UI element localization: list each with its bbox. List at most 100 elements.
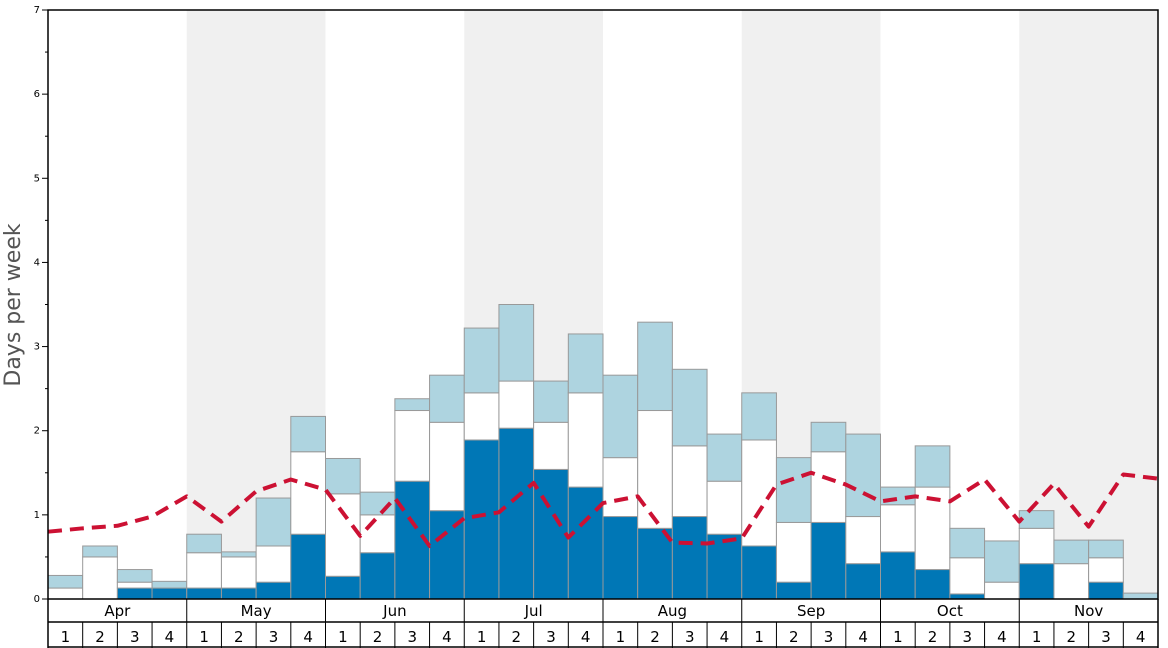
week-label: 3 (1101, 628, 1111, 646)
bar-white (533, 421, 569, 470)
bar-white (325, 493, 361, 577)
bar-light (1018, 510, 1055, 529)
bar-light (463, 327, 500, 394)
bar-white (186, 552, 222, 589)
y-tick-label: 3 (34, 342, 40, 353)
week-label: 3 (546, 628, 556, 646)
y-tick-label: 4 (34, 257, 40, 268)
bar-dark (567, 486, 604, 600)
week-label: 4 (1136, 628, 1146, 646)
bar-white (567, 392, 604, 488)
week-label: 4 (997, 628, 1007, 646)
week-label: 3 (962, 628, 972, 646)
bar-dark (914, 569, 951, 600)
y-tick-label: 7 (34, 5, 40, 16)
bar-dark (290, 533, 326, 600)
week-label: 1 (199, 628, 209, 646)
y-tick-label: 0 (34, 594, 40, 605)
y-tick-label: 1 (34, 510, 40, 521)
y-tick-label: 2 (34, 426, 40, 437)
month-label-nov: Nov (1074, 602, 1103, 620)
bar-dark (255, 581, 292, 600)
bar-white (116, 581, 153, 589)
bar-white (984, 581, 1020, 600)
bar-white (47, 587, 84, 600)
bar-light (498, 304, 535, 382)
bar-white (880, 504, 916, 553)
bar-light (255, 497, 292, 547)
week-label: 2 (928, 628, 938, 646)
bar-white (845, 516, 881, 565)
bar-white (82, 556, 118, 600)
bar-light (775, 457, 812, 523)
bar-dark (602, 516, 639, 600)
month-label-sep: Sep (797, 602, 825, 620)
bar-light (290, 415, 326, 453)
bar-light (82, 545, 118, 558)
month-label-apr: Apr (104, 602, 131, 620)
plot-frame (47, 9, 1159, 600)
y-axis: 0 1 2 3 4 5 6 7 (34, 5, 48, 605)
bar-white (1088, 557, 1124, 583)
week-label: 1 (477, 628, 487, 646)
bar-white (949, 557, 986, 595)
bar-dark (325, 575, 361, 600)
bar-white (463, 392, 500, 441)
average-line (47, 470, 1159, 548)
bar-dark (1018, 563, 1055, 600)
week-label: 1 (338, 628, 348, 646)
bar-dark (463, 439, 500, 600)
bar-light (1053, 539, 1090, 565)
week-label: 3 (824, 628, 834, 646)
month-band-nov (1019, 10, 1158, 599)
bar-light (116, 569, 153, 583)
bar-light (984, 540, 1020, 583)
bar-white (706, 480, 743, 535)
week-label: 2 (234, 628, 244, 646)
bar-light (671, 368, 708, 447)
week-label: 4 (720, 628, 730, 646)
bar-light (1088, 539, 1124, 559)
y-tick-label: 5 (34, 173, 40, 184)
bar-light (845, 433, 881, 518)
month-label-jul: Jul (524, 602, 543, 620)
week-label: 1 (893, 628, 903, 646)
bar-dark (845, 563, 881, 600)
bar-white (255, 545, 292, 583)
month-label-may: May (241, 602, 272, 620)
bar-white (671, 445, 708, 518)
bar-white (429, 421, 465, 512)
bar-light (429, 374, 465, 423)
week-label: 3 (685, 628, 695, 646)
bar-dark (880, 551, 916, 600)
bar-light (949, 527, 986, 559)
week-label: 2 (373, 628, 383, 646)
week-label: 3 (407, 628, 417, 646)
week-label: 4 (442, 628, 452, 646)
bar-white (220, 556, 257, 589)
week-label: 4 (858, 628, 868, 646)
bar-white (775, 521, 812, 583)
month-label-aug: Aug (658, 602, 687, 620)
bar-white (359, 514, 396, 554)
week-label: 2 (512, 628, 522, 646)
bar-light (810, 421, 847, 453)
series-line (47, 470, 1159, 548)
bar-dark (116, 587, 153, 600)
bar-white (290, 451, 326, 535)
bar-light (1122, 592, 1159, 600)
bar-dark (220, 587, 257, 600)
bar-dark (1088, 581, 1124, 600)
bar-dark (775, 581, 812, 600)
bar-dark (151, 587, 188, 600)
bar-white (1053, 563, 1090, 600)
week-label: 2 (650, 628, 660, 646)
bar-white (394, 410, 431, 482)
week-label: 1 (1032, 628, 1042, 646)
bar-light (325, 457, 361, 495)
bar-light (394, 398, 431, 412)
y-axis-label: Days per week (1, 223, 26, 386)
week-label: 2 (1067, 628, 1077, 646)
bar-light (47, 574, 84, 589)
